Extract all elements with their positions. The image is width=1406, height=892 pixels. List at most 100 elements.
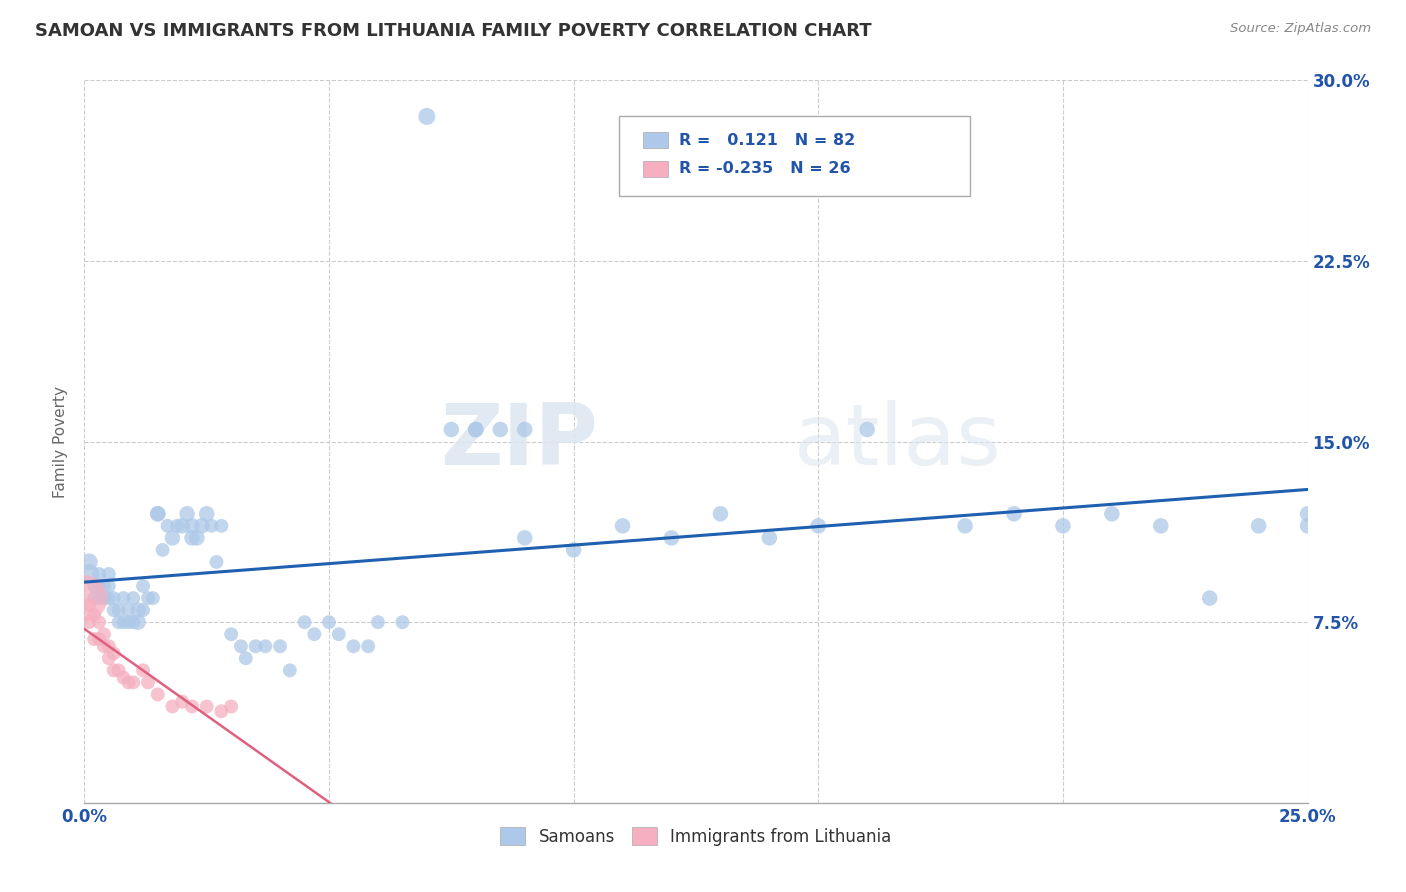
Point	[107, 615, 129, 630]
Point	[97, 567, 120, 582]
Point	[1296, 507, 1319, 521]
Point	[103, 603, 125, 617]
Point	[1002, 507, 1025, 521]
Point	[117, 675, 139, 690]
Point	[1052, 518, 1074, 533]
Point	[318, 615, 340, 630]
Point	[235, 651, 257, 665]
Point	[1247, 518, 1270, 533]
Y-axis label: Family Poverty: Family Poverty	[53, 385, 69, 498]
Point	[200, 518, 222, 533]
Point	[953, 518, 976, 533]
Point	[758, 531, 780, 545]
Point	[562, 542, 585, 557]
Point	[146, 507, 169, 521]
Point	[209, 704, 232, 718]
Point	[93, 627, 115, 641]
Point	[612, 518, 634, 533]
Point	[112, 591, 135, 605]
Point	[304, 627, 326, 641]
Point	[83, 591, 105, 605]
Point	[172, 695, 194, 709]
Point	[195, 507, 218, 521]
Point	[1198, 591, 1220, 605]
Point	[117, 615, 139, 630]
Point	[328, 627, 350, 641]
Point	[77, 615, 100, 630]
Point	[245, 639, 267, 653]
Point	[77, 599, 100, 613]
Point	[87, 615, 110, 630]
Text: ZIP: ZIP	[440, 400, 598, 483]
Point	[122, 591, 145, 605]
Point	[97, 651, 120, 665]
Point	[127, 615, 149, 630]
Point	[97, 591, 120, 605]
Point	[181, 531, 204, 545]
Point	[87, 632, 110, 646]
Point	[132, 664, 155, 678]
Point	[219, 699, 242, 714]
Point	[357, 639, 380, 653]
Point	[195, 699, 218, 714]
Point	[77, 555, 100, 569]
Point	[205, 555, 228, 569]
Point	[136, 675, 159, 690]
Point	[181, 518, 204, 533]
Point	[269, 639, 291, 653]
Point	[176, 507, 198, 521]
Point	[464, 422, 486, 436]
Point	[156, 518, 179, 533]
Point	[1101, 507, 1123, 521]
Point	[191, 518, 214, 533]
Point	[93, 591, 115, 605]
Point	[254, 639, 277, 653]
Point	[136, 591, 159, 605]
Point	[107, 664, 129, 678]
Point	[342, 639, 364, 653]
Text: SAMOAN VS IMMIGRANTS FROM LITHUANIA FAMILY POVERTY CORRELATION CHART: SAMOAN VS IMMIGRANTS FROM LITHUANIA FAMI…	[35, 22, 872, 40]
Point	[146, 687, 169, 701]
Point	[172, 518, 194, 533]
Point	[127, 603, 149, 617]
Point	[93, 579, 115, 593]
Point	[112, 671, 135, 685]
Point	[132, 603, 155, 617]
Point	[77, 567, 100, 582]
Point	[117, 603, 139, 617]
Point	[107, 603, 129, 617]
Point	[83, 632, 105, 646]
Point	[1296, 518, 1319, 533]
Point	[103, 647, 125, 661]
Point	[513, 422, 536, 436]
Point	[181, 699, 204, 714]
Point	[391, 615, 413, 630]
Legend: Samoans, Immigrants from Lithuania: Samoans, Immigrants from Lithuania	[494, 821, 898, 852]
Point	[112, 615, 135, 630]
Point	[97, 579, 120, 593]
Point	[209, 518, 232, 533]
Point	[1150, 518, 1173, 533]
Point	[87, 567, 110, 582]
Point	[489, 422, 512, 436]
Point	[464, 422, 486, 436]
Point	[122, 615, 145, 630]
Point	[367, 615, 389, 630]
Text: R = -0.235   N = 26: R = -0.235 N = 26	[679, 161, 851, 176]
Point	[416, 109, 439, 123]
Point	[122, 675, 145, 690]
Point	[186, 531, 208, 545]
Point	[513, 531, 536, 545]
Point	[103, 664, 125, 678]
Point	[73, 591, 96, 605]
Text: atlas: atlas	[794, 400, 1002, 483]
Point	[83, 579, 105, 593]
Text: Source: ZipAtlas.com: Source: ZipAtlas.com	[1230, 22, 1371, 36]
Point	[294, 615, 316, 630]
Point	[162, 699, 184, 714]
Point	[103, 591, 125, 605]
Point	[807, 518, 830, 533]
Point	[219, 627, 242, 641]
Point	[152, 542, 174, 557]
Point	[856, 422, 879, 436]
